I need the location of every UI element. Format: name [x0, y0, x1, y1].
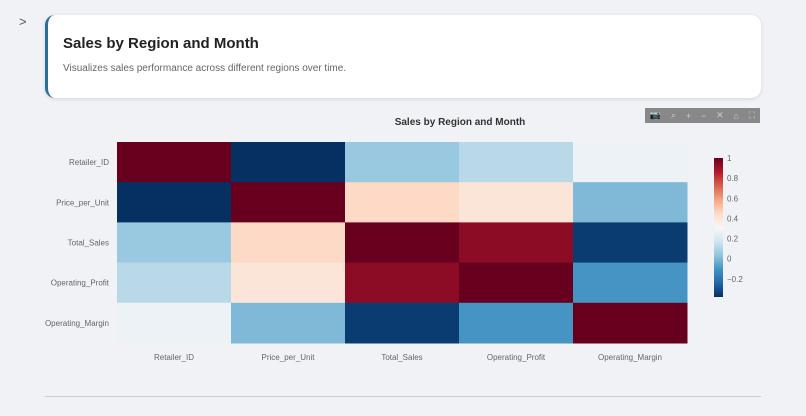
y-tick-label: Total_Sales: [68, 239, 109, 248]
heatmap-cell: [573, 182, 688, 223]
heatmap-cell: [573, 222, 688, 264]
x-tick-label: Retailer_ID: [154, 353, 194, 362]
heatmap-cell: [573, 302, 688, 344]
heatmap-cell: [117, 222, 232, 264]
card-description: Visualizes sales performance across diff…: [63, 63, 347, 74]
home-icon[interactable]: ⌂: [733, 110, 739, 121]
y-tick-label: Retailer_ID: [69, 158, 109, 167]
y-tick-label: Price_per_Unit: [56, 198, 110, 207]
info-card: Sales by Region and Month Visualizes sal…: [45, 15, 761, 98]
heatmap-cell: [117, 302, 232, 344]
zoom-in-icon[interactable]: +: [685, 110, 692, 121]
colorbar-tick-label: 0.6: [727, 194, 739, 203]
heatmap-cell: [573, 142, 688, 183]
heatmap-cell: [459, 302, 574, 344]
heatmap-cell: [345, 302, 460, 344]
colorbar-tick-label: −0.2: [727, 275, 743, 284]
colorbar-tick-label: 0.8: [727, 174, 739, 183]
heatmap-cell: [231, 182, 346, 223]
x-tick-label: Price_per_Unit: [262, 353, 316, 362]
plot-modebar: 📷 ⌕ + − ✕ ⌂ ⛶: [645, 108, 760, 123]
heatmap-cell: [117, 262, 232, 304]
heatmap-cell: [459, 142, 574, 183]
heatmap-cell: [345, 182, 460, 223]
heatmap-cell: [345, 222, 460, 264]
colorbar-tick-label: 0: [727, 255, 732, 264]
divider: [45, 396, 761, 397]
heatmap-cell: [459, 262, 574, 304]
colorbar-tick-label: 0.2: [727, 235, 739, 244]
heatmap-cell: [345, 142, 460, 183]
chart-title: Sales by Region and Month: [395, 117, 526, 128]
zoom-icon[interactable]: ⌕: [670, 110, 677, 120]
y-tick-label: Operating_Profit: [51, 279, 110, 288]
heatmap-cell: [345, 262, 460, 304]
zoom-out-icon[interactable]: −: [700, 110, 707, 121]
camera-icon[interactable]: 📷: [649, 110, 662, 120]
heatmap-cell: [231, 302, 346, 344]
colorbar-tick-label: 1: [727, 154, 732, 163]
autoscale-icon[interactable]: ✕: [716, 110, 724, 120]
heatmap-cell: [231, 262, 346, 304]
fullscreen-icon[interactable]: ⛶: [748, 110, 756, 120]
heatmap-cell: [117, 182, 232, 223]
colorbar: [714, 158, 723, 297]
heatmap-cell: [231, 222, 346, 264]
colorbar-tick-label: 0.4: [727, 214, 739, 223]
heatmap-cell: [459, 182, 574, 223]
y-tick-label: Operating_Margin: [45, 319, 109, 328]
sidebar-expand-chevron-icon[interactable]: >: [19, 14, 27, 29]
x-tick-label: Operating_Profit: [487, 353, 546, 362]
x-tick-label: Total_Sales: [381, 353, 422, 362]
heatmap-cell: [231, 142, 346, 183]
heatmap-cell: [117, 142, 232, 183]
card-title: Sales by Region and Month: [63, 35, 259, 52]
heatmap-cell: [573, 262, 688, 304]
x-tick-label: Operating_Margin: [598, 353, 662, 362]
heatmap-cell: [459, 222, 574, 264]
